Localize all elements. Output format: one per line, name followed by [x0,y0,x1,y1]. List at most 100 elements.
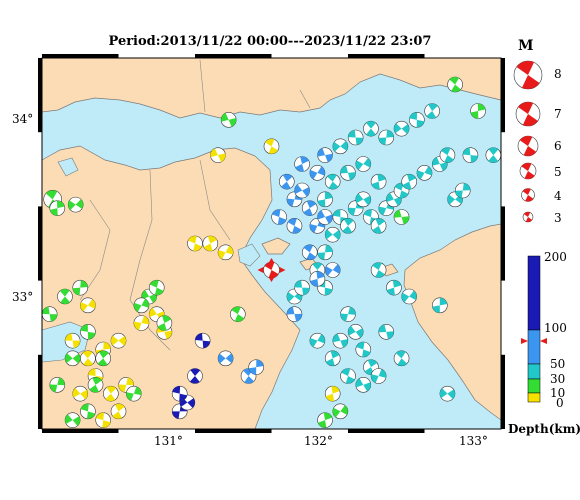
epicenter-cyan [370,368,387,384]
magnitude-ball-3 [522,211,534,223]
page-title: Period:2013/11/22 00:00---2023/11/22 23:… [108,34,432,49]
epicenter-green [133,297,150,314]
epicenter-cyan [324,226,341,243]
latest-event-marker [279,267,286,273]
epicenter-yellow [103,385,119,402]
epicenter-green [317,412,333,428]
epicenter-blue [301,244,318,261]
epicenter-cyan [363,120,379,137]
epicenter-cyan [454,182,471,199]
epicenter-cyan [309,332,326,349]
magnitude-label-8: 8 [554,67,562,81]
depth-tick-200: 200 [544,250,567,264]
magnitude-ball-4 [521,188,535,202]
event-layer [41,76,502,428]
epicenter-blue [286,191,303,208]
epicenter-cyan [324,173,341,190]
epicenter-navy [187,368,203,384]
epicenter-green [148,279,165,296]
epicenter-cyan [324,350,341,367]
epicenter-cyan [409,112,425,128]
epicenter-green [220,112,237,128]
epicenter-green [41,306,58,322]
epicenter-green [332,403,349,420]
frame-tick [38,58,42,133]
epicenter-yellow [118,377,134,393]
epicenter-blue [286,306,303,322]
frame-tick [42,429,119,433]
frame-tick [195,429,272,433]
lat-label-34: 34° [12,112,34,126]
frame-tick [195,54,272,58]
epicenter-yellow [263,138,280,155]
epicenter-blue [294,156,310,172]
epicenter-blue [278,173,295,190]
epicenter-cyan [401,173,418,190]
epicenter-cyan [340,306,356,322]
depth-marker-left [521,338,528,344]
depth-unit-label: Depth(km) [508,422,580,436]
frame-tick [38,206,42,281]
epicenter-blue [271,209,287,225]
epicenter-navy [171,385,188,402]
epicenter-green [49,377,66,393]
inlet-beppu [237,243,261,267]
depth-tick-10: 10 [550,386,566,400]
frame-tick [42,54,119,58]
epicenter-yellow [64,332,81,349]
epicenter-green [64,412,81,428]
epicenter-green [64,350,81,367]
epicenter-green [447,76,463,93]
epicenter-blue [309,271,326,287]
epicenter-cyan [393,350,410,367]
epicenter-cyan [340,368,356,384]
land-island-1 [261,237,291,255]
epicenter-cyan [439,385,456,402]
depth-band-50-100 [527,329,541,365]
epicenter-yellow [80,297,96,314]
epicenter-cyan [424,103,440,119]
epicenter-cyan [462,147,479,163]
epicenter-yellow [187,235,203,252]
latest-event-marker [268,277,275,282]
epicenter-cyan [401,288,418,305]
epicenter-cyan [317,244,333,261]
epicenter-cyan [332,332,349,349]
frame-tick [348,429,425,433]
depth-tick-0: 0 [556,396,564,410]
depth-tick-50: 50 [550,357,566,371]
border-5 [199,59,206,113]
frame-tick [501,206,505,281]
epicenter-green [393,209,410,225]
epicenter-cyan [370,218,387,234]
epicenter-yellow [110,403,127,420]
epicenter-yellow [202,235,219,252]
epicenter-cyan [370,173,387,190]
magnitude-label-7: 7 [554,107,562,121]
lon-label-131: 131° [154,434,183,448]
magnitude-legend [513,60,543,223]
epicenter-yellow [72,385,89,402]
border-2 [79,199,111,301]
epicenter-yellow [133,315,150,331]
epicenter-cyan [378,129,395,146]
magnitude-label-4: 4 [554,189,562,203]
epicenter-cyan [393,120,410,137]
epicenter-yellow [80,350,96,367]
epicenter-cyan [340,165,356,181]
epicenter-green [470,103,486,119]
epicenter-cyan [370,262,387,278]
epicenter-yellow [110,332,127,349]
epicenter-green [49,200,66,216]
epicenter-cyan [416,165,433,181]
epicenter-green [80,324,96,340]
epicenter-yellow [324,385,341,402]
epicenter-green [87,377,104,393]
epicenter-blue [294,182,310,199]
lon-label-132: 132° [304,434,333,448]
epicenter-cyan [431,297,448,314]
inlet-hakata [57,157,79,177]
border-1 [129,169,171,351]
epicenter-navy [194,332,211,349]
